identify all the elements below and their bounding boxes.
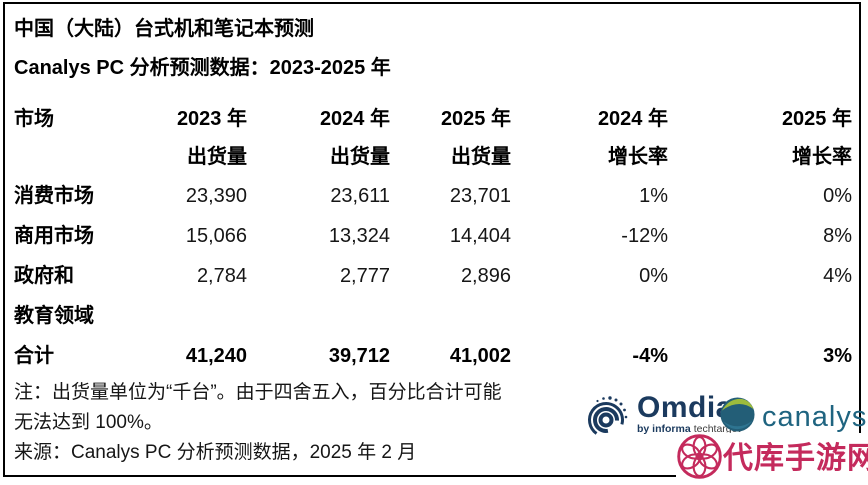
table-border-frame <box>3 2 861 477</box>
value-2024: 2,777 <box>339 265 390 287</box>
col-header-2024-shipments: 2024 年 出货量 <box>319 108 390 168</box>
forecast-table: 市场 2023 年 出货量 2024 年 出货量 2025 年 出货量 2024… <box>14 100 852 376</box>
value-2025: 41,002 <box>449 345 511 367</box>
row-label: 合计 <box>14 345 54 367</box>
omdia-wordmark: Omdia <box>637 391 733 424</box>
col-header-2024-growth: 2024 年 增长率 <box>597 108 668 168</box>
growth-2025: 0% <box>823 185 852 207</box>
col-header-2023-shipments: 2023 年 出货量 <box>176 108 247 168</box>
value-2025: 23,701 <box>449 185 511 207</box>
growth-2025: 4% <box>823 265 852 287</box>
table-header-row: 市场 2023 年 出货量 2024 年 出货量 2025 年 出货量 2024… <box>14 100 852 176</box>
omdia-rings-icon <box>586 392 630 445</box>
watermark: 代库手游网 <box>676 433 868 484</box>
col-header-market: 市场 <box>14 108 54 130</box>
row-label: 政府和 教育领域 <box>14 265 94 327</box>
value-2023: 15,066 <box>185 225 247 247</box>
omdia-byline: by informa techtarget <box>637 423 741 435</box>
canalys-wordmark: canalys <box>762 401 868 433</box>
value-2025: 14,404 <box>449 225 511 247</box>
footnotes: 注：出货量单位为“千台”。由于四舍五入，百分比合计可能 无法达到 100%。 来… <box>14 378 502 468</box>
table-row-total: 合计 41,240 39,712 41,002 -4% 3% <box>14 336 852 376</box>
value-2023: 23,390 <box>185 185 247 207</box>
table-row-commercial: 商用市场 15,066 13,324 14,404 -12% 8% <box>14 216 852 256</box>
col-header-2025-growth: 2025 年 增长率 <box>781 108 852 168</box>
value-2024: 23,611 <box>330 185 390 207</box>
growth-2025: 8% <box>823 225 852 247</box>
growth-2024: 0% <box>639 265 668 287</box>
note-line-1: 注：出货量单位为“千台”。由于四舍五入，百分比合计可能 <box>14 382 502 403</box>
source-line: 来源：Canalys PC 分析预测数据，2025 年 2 月 <box>14 442 417 463</box>
growth-2025: 3% <box>823 345 852 367</box>
omdia-logo: Omdia by informa techtarget <box>586 392 740 445</box>
table-row-gov-edu: 政府和 教育领域 2,784 2,777 2,896 0% 4% <box>14 256 852 336</box>
value-2024: 13,324 <box>328 225 390 247</box>
growth-2024: -12% <box>621 225 668 247</box>
page-title: 中国（大陆）台式机和笔记本预测 <box>14 18 314 40</box>
col-header-2025-shipments: 2025 年 出货量 <box>440 108 511 168</box>
value-2023: 41,240 <box>185 345 247 367</box>
watermark-flower-icon <box>676 433 723 485</box>
row-label: 商用市场 <box>14 225 94 247</box>
title-block: 中国（大陆）台式机和笔记本预测 Canalys PC 分析预测数据：2023-2… <box>14 10 391 88</box>
canalys-logo: canalys <box>719 396 867 438</box>
row-label: 消费市场 <box>14 185 94 207</box>
note-line-2: 无法达到 100%。 <box>14 412 163 433</box>
growth-2024: -4% <box>632 345 668 367</box>
page-subtitle: Canalys PC 分析预测数据：2023-2025 年 <box>14 57 391 79</box>
value-2023: 2,784 <box>196 265 247 287</box>
table-row-consumer: 消费市场 23,390 23,611 23,701 1% 0% <box>14 176 852 216</box>
growth-2024: 1% <box>639 185 668 207</box>
watermark-text: 代库手游网 <box>723 441 868 475</box>
canalys-globe-icon <box>719 396 756 438</box>
value-2024: 39,712 <box>328 345 390 367</box>
value-2025: 2,896 <box>460 265 511 287</box>
